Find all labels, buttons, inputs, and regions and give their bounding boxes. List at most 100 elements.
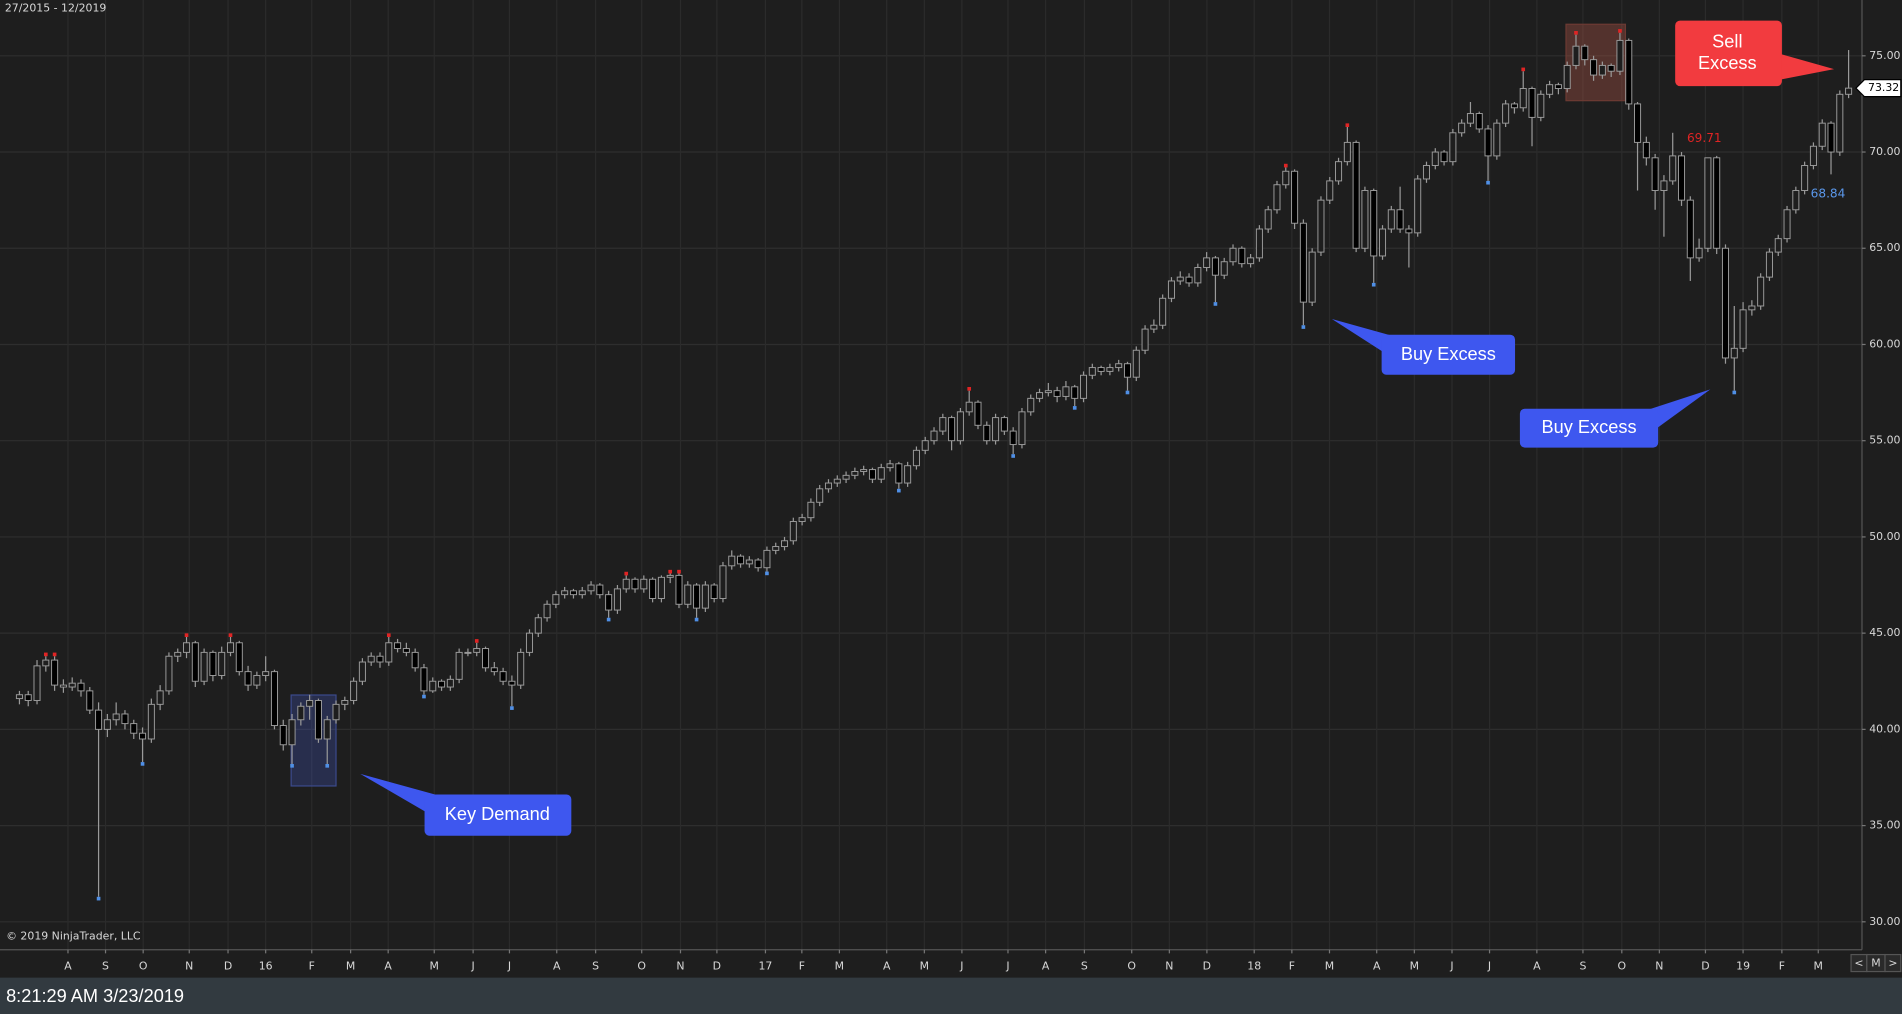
y-tick-label: 60.00 <box>1869 337 1900 350</box>
x-tick-label: A <box>553 960 561 973</box>
candle-body <box>86 690 94 711</box>
candle-body <box>1590 59 1598 76</box>
y-tick-label: 75.00 <box>1869 49 1900 62</box>
candle-body <box>1466 113 1474 124</box>
candle-body <box>112 713 120 721</box>
swing-high-marker <box>52 652 57 657</box>
candle-body <box>1502 103 1510 124</box>
candle-body <box>1801 165 1809 192</box>
callout-text: Key Demand <box>445 804 550 824</box>
candle-body <box>464 651 472 654</box>
swing-low-marker <box>1125 390 1130 395</box>
swing-high-marker <box>1521 67 1526 72</box>
candle-body <box>1317 199 1325 253</box>
swing-low-marker <box>897 488 901 493</box>
candle-body <box>1211 257 1219 276</box>
candle-body <box>394 642 402 650</box>
candle-body <box>1616 39 1624 72</box>
candles <box>15 29 1853 901</box>
x-tick-label: O <box>1127 960 1136 973</box>
candle-body <box>657 576 665 599</box>
x-tick-label: 18 <box>1247 960 1261 973</box>
x-tick-label: J <box>1005 960 1009 973</box>
candle-body <box>1361 190 1369 249</box>
low-value-label: 68.84 <box>1811 187 1846 201</box>
candle-body <box>174 651 182 657</box>
candle-body <box>1537 93 1545 118</box>
callout-tail <box>360 773 440 813</box>
candle-body <box>1106 367 1114 372</box>
candle-body <box>877 467 885 480</box>
candle-body <box>1088 367 1096 376</box>
candle-body <box>868 469 876 480</box>
callout-box <box>1381 334 1516 375</box>
candle-body <box>59 684 67 688</box>
callout-tail <box>1331 318 1398 352</box>
candle-body <box>1370 190 1378 257</box>
interval-label[interactable]: M <box>1871 957 1880 970</box>
callout-key-demand: Key Demand <box>360 773 572 836</box>
candle-body <box>438 680 446 688</box>
candle-body <box>376 655 384 663</box>
candle-body <box>886 463 894 469</box>
x-tick-label: A <box>64 960 72 973</box>
candle-body <box>1018 411 1026 446</box>
x-tick-label: N <box>1165 960 1173 973</box>
swing-low-marker <box>1072 406 1077 410</box>
candle-body <box>508 680 516 686</box>
candle-body <box>1264 209 1272 230</box>
candle-body <box>235 642 243 673</box>
scroll-right-label[interactable]: > <box>1888 957 1897 970</box>
candle-body <box>402 648 410 653</box>
candle-body <box>323 719 331 740</box>
x-tick-label: O <box>139 960 148 973</box>
candle-body <box>895 463 903 484</box>
swing-low-marker <box>1371 282 1376 287</box>
swing-high-marker <box>474 639 479 643</box>
swing-high-marker <box>1574 31 1578 35</box>
candle-body <box>367 655 375 663</box>
candle-body <box>1607 64 1615 72</box>
candle-body <box>147 703 155 740</box>
swing-high-marker <box>184 633 189 637</box>
candle-body <box>1335 161 1343 182</box>
callout-buy-excess: Buy Excess <box>1331 318 1516 375</box>
candle-body <box>1730 347 1738 359</box>
candle-body <box>420 667 428 692</box>
candle-body <box>1686 199 1694 259</box>
swing-high-marker <box>43 652 48 657</box>
candle-body <box>1405 228 1413 234</box>
swing-low-marker <box>96 896 101 901</box>
candle-body <box>1510 103 1518 109</box>
x-tick-label: N <box>1655 960 1663 973</box>
swing-high-marker <box>1345 123 1350 128</box>
scroll-right-button[interactable] <box>1884 953 1902 973</box>
candle-body <box>1809 145 1817 166</box>
candle-body <box>1255 228 1263 259</box>
candle-body <box>965 401 973 413</box>
candle-body <box>737 555 745 565</box>
candle-body <box>1141 328 1149 351</box>
candle-body <box>130 723 138 734</box>
swing-high-marker <box>668 569 673 574</box>
swing-high-marker <box>1618 29 1622 33</box>
candle-body <box>1220 261 1228 276</box>
swing-low-marker <box>1213 302 1218 306</box>
x-tick-label: J <box>471 960 475 973</box>
candle-body <box>200 651 208 682</box>
candle-body <box>1027 397 1035 413</box>
candle-body <box>1115 363 1123 369</box>
candle-body <box>1378 228 1387 257</box>
candle-body <box>1036 392 1044 399</box>
x-tick-label: M <box>920 960 929 973</box>
callout-buy-excess: Buy Excess <box>1519 389 1711 448</box>
scroll-left-label[interactable]: < <box>1854 957 1863 970</box>
candle-body <box>209 651 217 676</box>
candle-body <box>165 655 173 692</box>
candle-body <box>1651 157 1659 192</box>
swing-low-marker <box>1301 325 1306 329</box>
candle-body <box>15 694 23 700</box>
y-tick-label: 30.00 <box>1869 915 1900 928</box>
